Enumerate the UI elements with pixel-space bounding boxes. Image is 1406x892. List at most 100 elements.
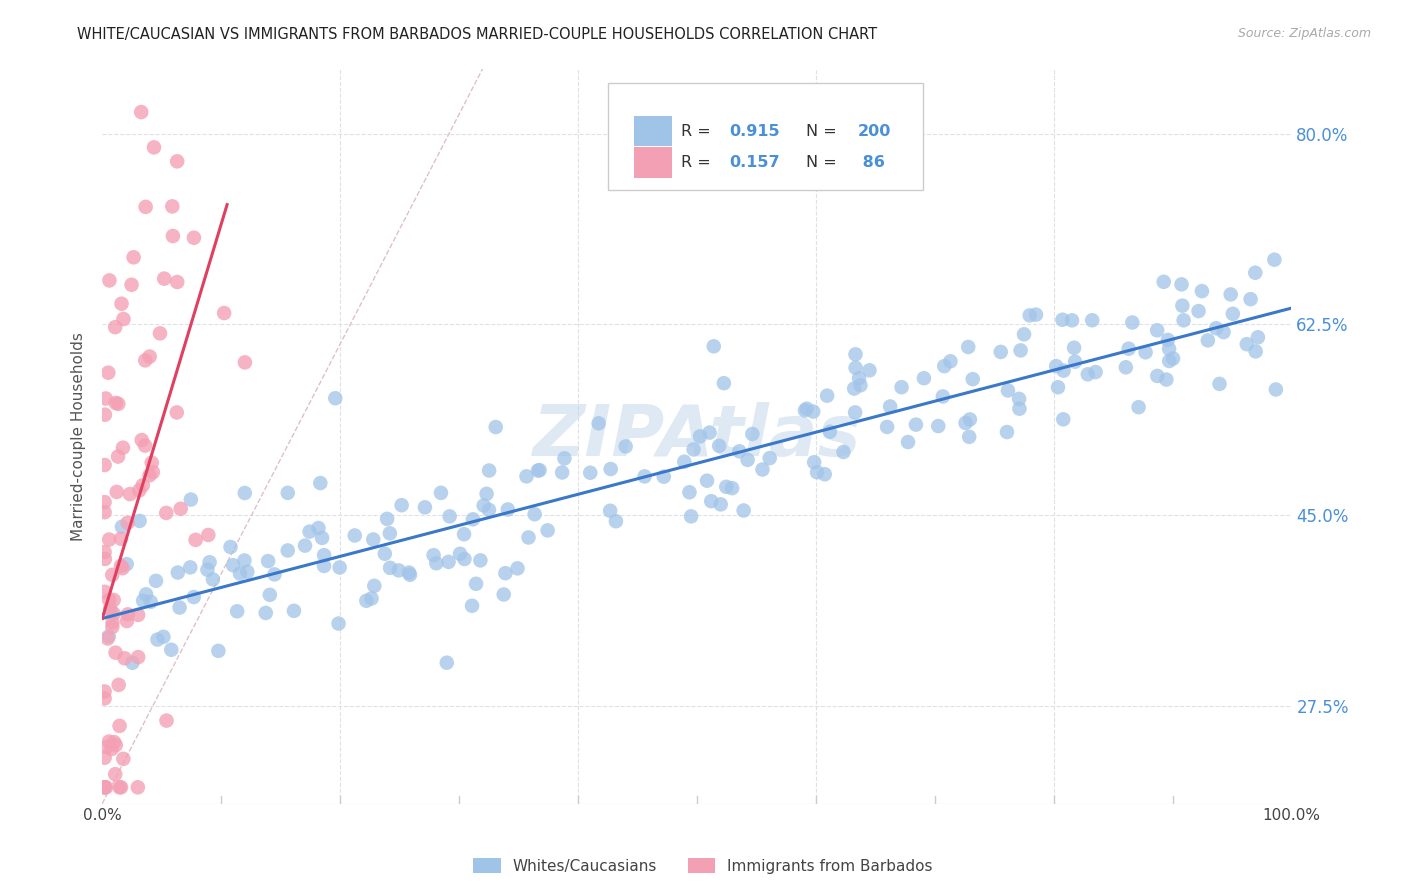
Point	[801, 404, 824, 418]
Point	[94, 408, 117, 422]
Point	[111, 441, 134, 455]
Point	[832, 445, 855, 459]
Point	[939, 354, 962, 368]
Point	[378, 526, 401, 541]
Point	[517, 531, 540, 545]
Point	[111, 561, 134, 575]
Point	[803, 455, 825, 469]
Point	[183, 231, 205, 245]
Point	[93, 684, 115, 698]
Point	[506, 561, 529, 575]
Point	[108, 780, 131, 795]
Point	[103, 593, 125, 607]
Point	[254, 606, 277, 620]
Point	[374, 547, 396, 561]
Point	[1064, 354, 1087, 368]
Point	[1170, 277, 1192, 292]
Point	[475, 487, 498, 501]
Point	[343, 528, 366, 542]
Text: 200: 200	[858, 123, 891, 138]
Point	[1156, 373, 1178, 387]
Point	[515, 469, 537, 483]
Point	[139, 595, 162, 609]
Point	[153, 271, 176, 285]
Point	[375, 512, 398, 526]
Point	[146, 632, 169, 647]
Point	[1052, 412, 1074, 426]
Point	[128, 483, 150, 498]
Point	[155, 714, 177, 728]
Point	[184, 533, 207, 547]
Point	[229, 566, 252, 581]
Point	[100, 605, 122, 619]
Point	[737, 453, 759, 467]
Point	[1173, 313, 1195, 327]
Point	[104, 646, 127, 660]
Point	[399, 567, 422, 582]
Point	[1159, 354, 1181, 368]
Point	[1052, 363, 1074, 377]
Point	[553, 451, 575, 466]
Point	[169, 600, 191, 615]
Point	[844, 347, 866, 361]
Point	[1239, 292, 1261, 306]
Text: N =: N =	[806, 154, 842, 169]
Point	[814, 467, 837, 482]
Point	[162, 199, 184, 213]
Point	[97, 366, 120, 380]
Point	[207, 644, 229, 658]
Point	[815, 389, 838, 403]
Point	[101, 567, 124, 582]
Point	[536, 524, 558, 538]
Point	[957, 340, 980, 354]
Point	[128, 514, 150, 528]
Point	[430, 486, 453, 500]
Point	[1264, 383, 1286, 397]
Point	[152, 630, 174, 644]
Point	[277, 486, 299, 500]
Legend: Whites/Caucasians, Immigrants from Barbados: Whites/Caucasians, Immigrants from Barba…	[467, 852, 939, 880]
Point	[1159, 342, 1181, 356]
Point	[932, 389, 955, 403]
Point	[1187, 304, 1209, 318]
Point	[527, 464, 550, 478]
Point	[1115, 360, 1137, 375]
Point	[470, 553, 492, 567]
Point	[391, 498, 413, 512]
Point	[97, 632, 120, 646]
Point	[104, 767, 127, 781]
Point	[1008, 401, 1031, 416]
Point	[93, 458, 115, 472]
Point	[990, 345, 1012, 359]
Point	[1135, 345, 1157, 359]
Point	[356, 594, 378, 608]
Point	[496, 502, 519, 516]
Point	[1263, 252, 1285, 267]
Point	[93, 780, 115, 795]
Point	[131, 433, 153, 447]
Point	[166, 566, 188, 580]
Point	[179, 560, 201, 574]
Point	[183, 590, 205, 604]
Point	[449, 547, 471, 561]
Point	[721, 481, 744, 495]
Point	[141, 456, 163, 470]
Point	[111, 520, 134, 534]
Point	[309, 476, 332, 491]
Point	[329, 560, 352, 574]
Point	[138, 350, 160, 364]
Point	[98, 601, 121, 615]
Point	[149, 326, 172, 341]
Point	[1077, 368, 1099, 382]
Point	[197, 563, 219, 577]
Point	[135, 587, 157, 601]
Text: ZIPAtlas: ZIPAtlas	[533, 401, 860, 471]
Point	[312, 559, 335, 574]
Point	[93, 780, 115, 795]
Point	[425, 556, 447, 570]
Point	[652, 469, 675, 483]
Point	[142, 465, 165, 479]
Point	[962, 372, 984, 386]
Point	[115, 614, 138, 628]
Point	[160, 642, 183, 657]
